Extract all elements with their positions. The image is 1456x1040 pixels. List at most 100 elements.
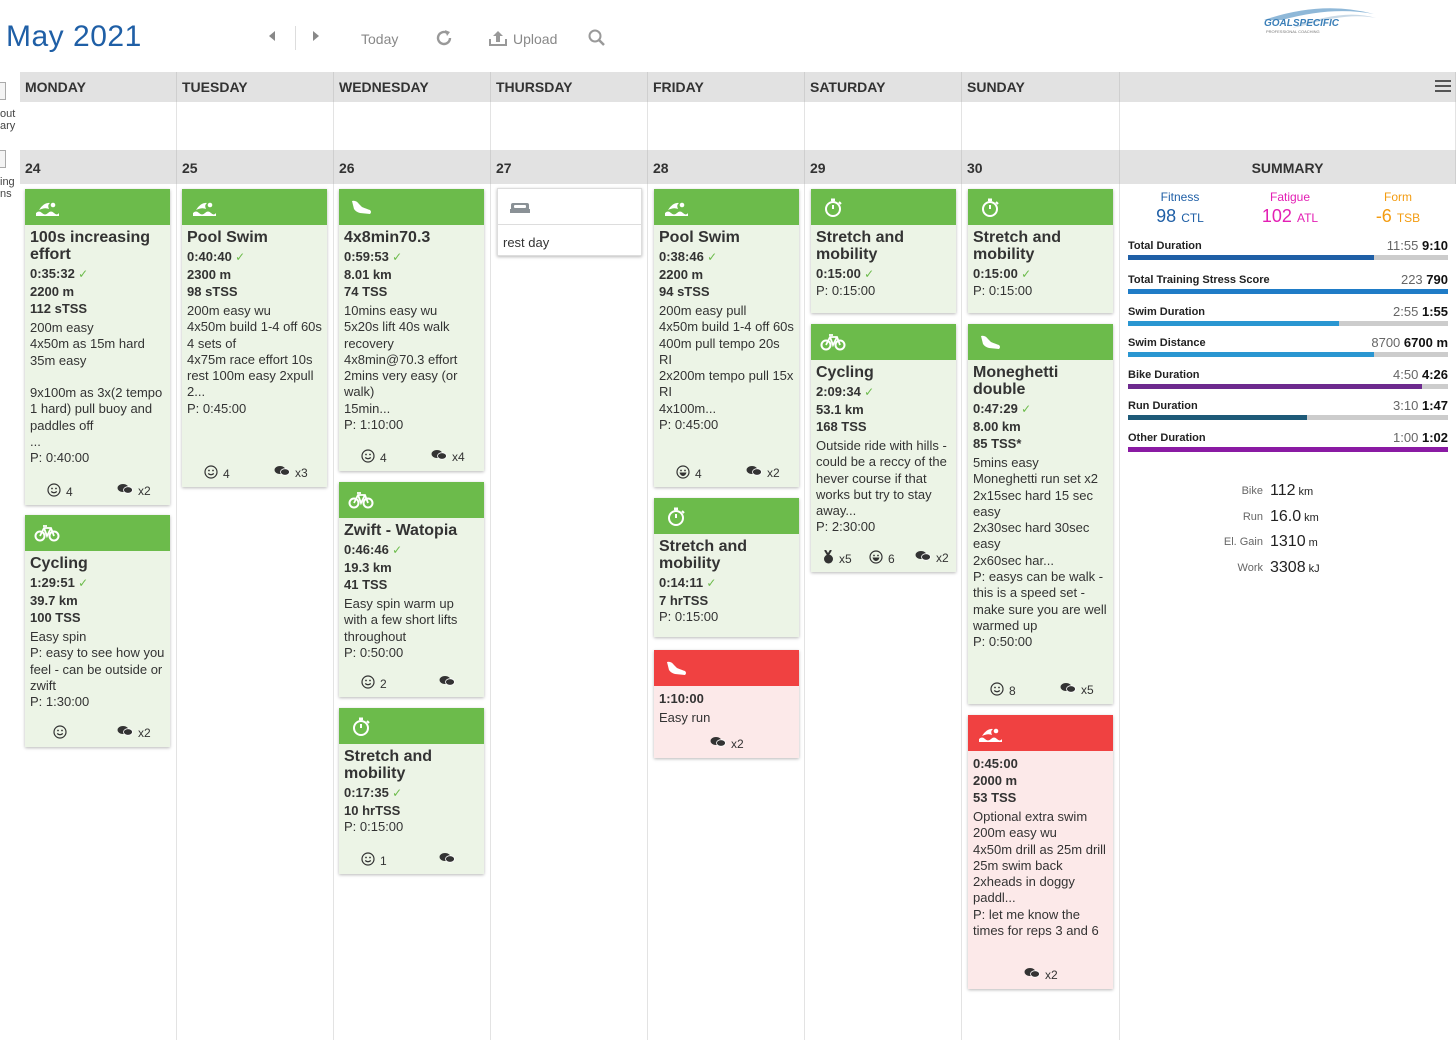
completed-value: 9:10 — [1421, 238, 1448, 253]
all-day-cell[interactable] — [648, 102, 805, 150]
workout-card[interactable]: Stretch and mobility 0:15:00 ✓ P: 0:15:00 — [811, 189, 956, 313]
day-column[interactable] — [20, 184, 177, 1040]
day-column[interactable] — [334, 184, 491, 1040]
day-date: 24 — [20, 150, 177, 184]
sidebar-stub-box-2[interactable] — [0, 150, 6, 168]
workout-card-body: Moneghetti double 0:47:29 ✓ 8.00 km 85 TSS*… — [968, 360, 1113, 651]
all-day-cell[interactable] — [177, 102, 334, 150]
all-day-cell[interactable] — [491, 102, 648, 150]
workout-description: 5mins easy Moneghetti run set x2 2x15sec… — [973, 455, 1107, 633]
weekday-header: FRIDAY — [648, 72, 805, 102]
fitness-metric[interactable]: Fitness 98 CTL — [1130, 190, 1230, 227]
form-metric[interactable]: Form -6 TSB — [1348, 190, 1448, 227]
comment-count[interactable]: x4 — [431, 449, 465, 464]
workout-card[interactable]: Stretch and mobility 0:14:11 ✓ 7 hrTSS P: 0… — [654, 498, 799, 637]
grin-count[interactable]: 4 — [676, 465, 702, 482]
upload-icon-wrap[interactable] — [488, 28, 508, 54]
smile-count[interactable]: 1 — [361, 852, 387, 869]
day-column[interactable] — [491, 184, 648, 1040]
refresh-button[interactable] — [434, 28, 454, 54]
comment-count[interactable]: x2 — [746, 465, 780, 480]
comment-count[interactable]: x3 — [274, 465, 308, 480]
smile-count[interactable] — [53, 725, 72, 742]
bed-icon — [510, 203, 530, 213]
workout-card[interactable]: Pool Swim 0:38:46 ✓ 2200 m 94 sTSS 200m easy… — [654, 189, 799, 487]
all-day-cell[interactable] — [1120, 102, 1456, 150]
total-unit: km — [1304, 512, 1319, 524]
grin-count[interactable]: 6 — [869, 550, 895, 567]
all-day-cell[interactable] — [20, 102, 177, 150]
workout-card[interactable]: Cycling 1:29:51 ✓ 39.7 km 100 TSS Easy spin … — [25, 515, 170, 747]
summary-bar-row[interactable]: Run Duration 3:10 1:47 — [1128, 398, 1448, 422]
workout-duration: 0:15:00 ✓ — [973, 265, 1108, 283]
upload-button[interactable]: Upload — [513, 31, 558, 47]
sidebar-stub-1[interactable]: out ary — [0, 108, 15, 132]
comment-count[interactable] — [439, 852, 460, 867]
summary-bar-row[interactable]: Bike Duration 4:50 4:26 — [1128, 367, 1448, 391]
workout-card[interactable]: Moneghetti double 0:47:29 ✓ 8.00 km 85 TSS*… — [968, 324, 1113, 704]
smile-count[interactable]: 4 — [361, 449, 387, 466]
upload-icon — [489, 31, 507, 46]
duration-value: 0:15:00 — [973, 266, 1018, 281]
smile-count[interactable]: 8 — [990, 682, 1016, 699]
comment-count[interactable]: x2 — [710, 736, 744, 751]
workout-card[interactable]: Stretch and mobility 0:17:35 ✓ 10 hrTSS P: … — [339, 708, 484, 874]
metric-value: -6 — [1375, 206, 1392, 226]
workout-card[interactable]: Pool Swim 0:40:40 ✓ 2300 m 98 sTSS 200m easy… — [182, 189, 327, 487]
workout-card-body: Cycling 2:09:34 ✓ 53.1 km 168 TSS Outside ri… — [811, 360, 956, 536]
summary-bar-row[interactable]: Total Duration 11:55 9:10 — [1128, 238, 1448, 262]
workout-card[interactable]: Cycling 2:09:34 ✓ 53.1 km 168 TSS Outside ri… — [811, 324, 956, 572]
workout-card[interactable]: 4x8min70.3 0:59:53 ✓ 8.01 km 74 TSS 10mins e… — [339, 189, 484, 471]
smile-count[interactable]: 2 — [361, 675, 387, 692]
workout-card[interactable]: 1:10:00 Easy run x2 — [654, 650, 799, 758]
summary-bar-row[interactable]: Swim Duration 2:55 1:55 — [1128, 304, 1448, 328]
workout-card[interactable]: rest day — [497, 188, 642, 256]
planned-value: 4:50 — [1393, 367, 1419, 382]
prev-week-button[interactable] — [266, 26, 278, 49]
comment-count[interactable]: x2 — [1024, 967, 1058, 982]
day-column[interactable] — [177, 184, 334, 1040]
smile-count[interactable]: 4 — [47, 483, 73, 500]
duration-value: 0:15:00 — [816, 266, 861, 281]
next-week-button[interactable] — [310, 26, 322, 49]
summary-bar-row[interactable]: Total Training Stress Score 223 790 — [1128, 272, 1448, 296]
search-button[interactable] — [587, 28, 607, 54]
sidebar-stub-2[interactable]: ing ns — [0, 176, 15, 200]
comment-count[interactable]: x2 — [117, 725, 151, 740]
medal-count[interactable]: x5 — [823, 549, 852, 567]
all-day-cell[interactable] — [334, 102, 491, 150]
workout-metric: 112 sTSS — [30, 301, 88, 316]
workout-card[interactable]: 0:45:00 2000 m 53 TSS Optional extra swim 2… — [968, 715, 1113, 989]
count-label: x2 — [936, 550, 949, 565]
workout-metric: 74 TSS — [344, 284, 388, 299]
swim-icon — [36, 202, 59, 216]
comment-count[interactable] — [439, 675, 460, 690]
workout-card[interactable]: 100s increasing effort 0:35:32 ✓ 2200 m 112… — [25, 189, 170, 505]
day-column[interactable] — [805, 184, 962, 1040]
fatigue-metric[interactable]: Fatigue 102 ATL — [1240, 190, 1340, 227]
workout-card-body: 100s increasing effort 0:35:32 ✓ 2200 m 112… — [25, 225, 170, 467]
comment-count[interactable]: x2 — [915, 550, 949, 565]
completed-value: 1:02 — [1421, 430, 1448, 445]
menu-icon[interactable] — [1435, 80, 1451, 93]
all-day-cell[interactable] — [805, 102, 962, 150]
planned-value: 8700 — [1371, 335, 1401, 350]
comment-count[interactable]: x2 — [117, 483, 151, 498]
sidebar-stub-box-1[interactable] — [0, 82, 6, 100]
day-column[interactable] — [962, 184, 1120, 1040]
summary-bar-row[interactable]: Other Duration 1:00 1:02 — [1128, 430, 1448, 454]
duration-value: 1:29:51 — [30, 575, 75, 590]
all-day-cell[interactable] — [962, 102, 1120, 150]
stub-text: ing — [0, 176, 15, 188]
day-column[interactable] — [648, 184, 805, 1040]
workout-card[interactable]: Stretch and mobility 0:15:00 ✓ P: 0:15:00 — [968, 189, 1113, 313]
today-button[interactable]: Today — [361, 31, 399, 47]
workout-description: rest day — [503, 235, 550, 250]
workout-card-body: Pool Swim 0:40:40 ✓ 2300 m 98 sTSS 200m easy… — [182, 225, 327, 417]
comment-count[interactable]: x5 — [1060, 682, 1094, 697]
summary-bar-row[interactable]: Swim Distance 8700 6700 m — [1128, 335, 1448, 359]
workout-duration: 0:17:35 ✓ — [344, 784, 479, 802]
workout-card[interactable]: Zwift - Watopia 0:46:46 ✓ 19.3 km 41 TSS Eas… — [339, 482, 484, 697]
smile-icon — [361, 449, 375, 466]
smile-count[interactable]: 4 — [204, 465, 230, 482]
